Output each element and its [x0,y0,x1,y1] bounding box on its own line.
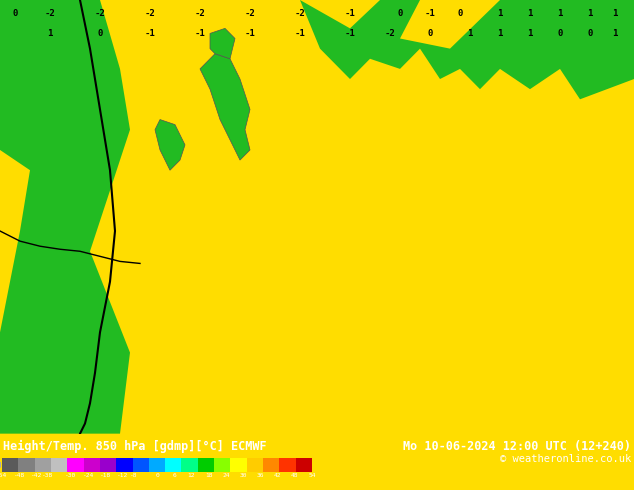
Bar [67,458,84,472]
Bar [18,458,35,472]
Text: -1: -1 [245,29,256,38]
Bar [149,458,165,472]
Polygon shape [210,28,235,59]
Text: -12: -12 [117,473,128,478]
Text: -38: -38 [42,473,53,478]
Text: 30: 30 [240,473,247,478]
Polygon shape [300,0,634,99]
Bar [198,458,214,472]
Text: 48: 48 [291,473,299,478]
Text: 0: 0 [557,29,563,38]
Text: -1: -1 [145,29,155,38]
Text: © weatheronline.co.uk: © weatheronline.co.uk [500,454,631,464]
Polygon shape [0,0,130,434]
Text: 0: 0 [427,29,432,38]
Text: -2: -2 [195,9,205,18]
Text: 1: 1 [497,9,503,18]
Text: 1: 1 [497,29,503,38]
Text: 1: 1 [467,29,473,38]
Text: -2: -2 [295,9,306,18]
Text: -1: -1 [295,29,306,38]
Text: -42: -42 [31,473,42,478]
Text: 0: 0 [587,29,593,38]
Bar [181,458,198,472]
Text: -2: -2 [385,29,396,38]
Text: 0: 0 [12,9,18,18]
Bar [35,458,51,472]
Bar [263,458,280,472]
Text: 1: 1 [527,29,533,38]
Text: -2: -2 [94,9,105,18]
FancyArrow shape [0,461,1,469]
Text: 42: 42 [274,473,281,478]
Text: 0: 0 [457,9,463,18]
Text: -1: -1 [345,9,356,18]
Polygon shape [500,0,634,59]
Text: 36: 36 [257,473,264,478]
Text: 1: 1 [557,9,563,18]
Bar [214,458,230,472]
Bar [51,458,67,472]
Text: 1: 1 [587,9,593,18]
Bar [84,458,100,472]
Text: Mo 10-06-2024 12:00 UTC (12+240): Mo 10-06-2024 12:00 UTC (12+240) [403,440,631,453]
Text: -18: -18 [100,473,111,478]
Text: 24: 24 [222,473,230,478]
Text: 1: 1 [612,29,618,38]
Text: -2: -2 [145,9,155,18]
Text: 18: 18 [205,473,212,478]
Text: 0: 0 [398,9,403,18]
Text: -30: -30 [65,473,77,478]
Text: -24: -24 [82,473,94,478]
Polygon shape [200,54,250,160]
Bar [247,458,263,472]
Bar [116,458,133,472]
Text: -54: -54 [0,473,8,478]
Text: -1: -1 [345,29,356,38]
Text: -2: -2 [44,9,55,18]
Text: -1: -1 [195,29,205,38]
Bar [295,458,312,472]
Bar [280,458,295,472]
Text: -1: -1 [425,9,436,18]
Bar [133,458,149,472]
Polygon shape [155,120,185,170]
Text: Height/Temp. 850 hPa [gdmp][°C] ECMWF: Height/Temp. 850 hPa [gdmp][°C] ECMWF [3,440,267,453]
Bar [100,458,116,472]
Bar [2,458,18,472]
Text: 54: 54 [308,473,316,478]
Text: 1: 1 [527,9,533,18]
Text: -8: -8 [131,473,138,478]
Text: 6: 6 [172,473,176,478]
Text: 1: 1 [612,9,618,18]
Text: 0: 0 [155,473,159,478]
Text: -2: -2 [245,9,256,18]
Text: 1: 1 [48,29,53,38]
Bar [165,458,181,472]
Bar [230,458,247,472]
Text: 12: 12 [188,473,195,478]
Text: -48: -48 [13,473,25,478]
Text: 0: 0 [97,29,103,38]
